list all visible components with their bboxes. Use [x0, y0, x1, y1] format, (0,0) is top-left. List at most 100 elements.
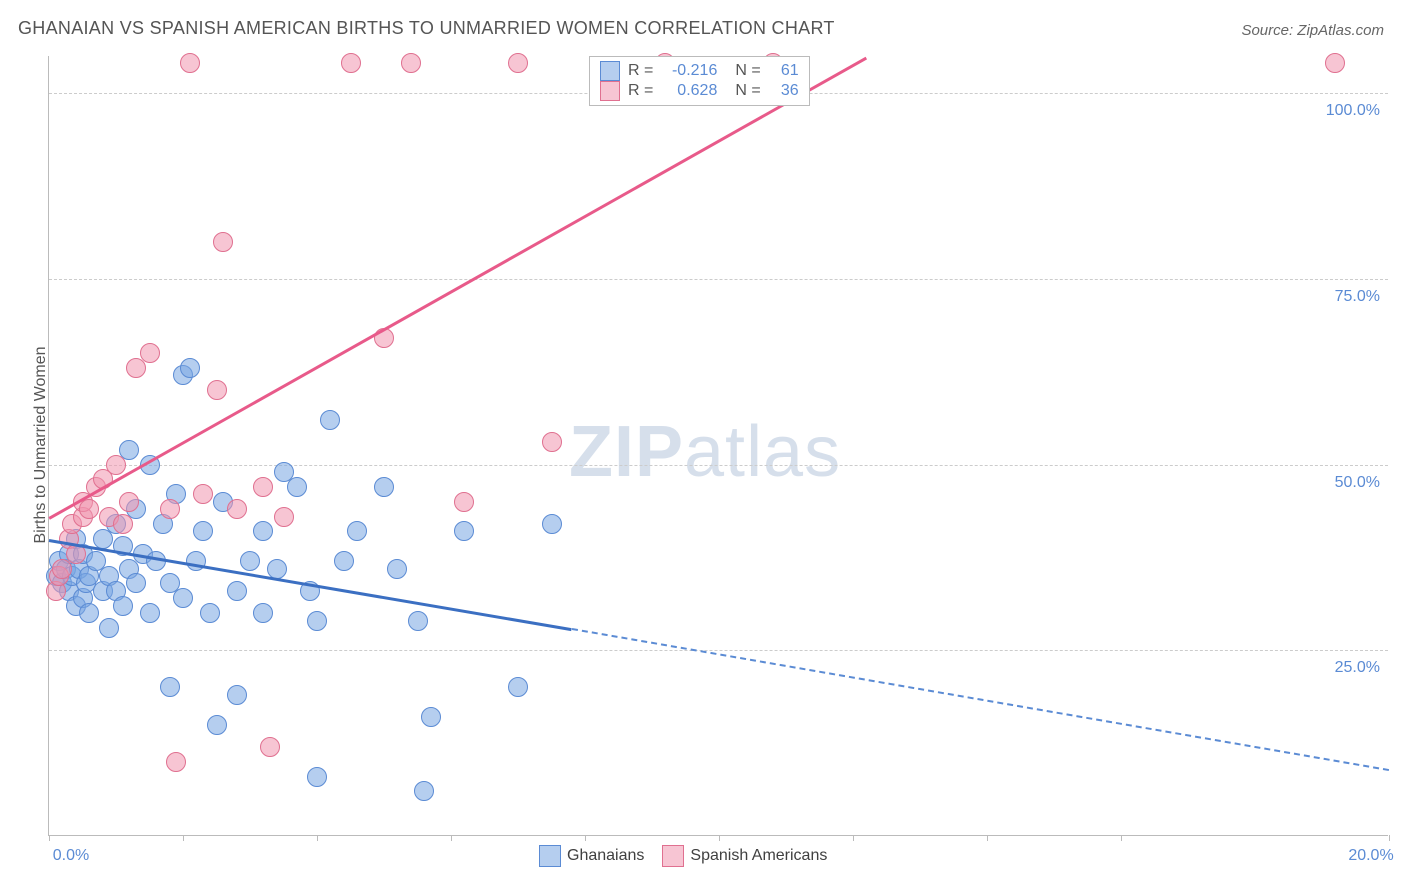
scatter-point: [287, 477, 307, 497]
legend-label: Ghanaians: [567, 847, 644, 864]
scatter-point: [253, 477, 273, 497]
legend-swatch: [600, 61, 620, 81]
scatter-point: [307, 767, 327, 787]
scatter-point: [454, 492, 474, 512]
scatter-point: [140, 343, 160, 363]
scatter-point: [207, 380, 227, 400]
legend-n-value: 61: [769, 62, 799, 80]
scatter-point: [414, 781, 434, 801]
scatter-point: [113, 596, 133, 616]
scatter-point: [213, 232, 233, 252]
y-tick-label: 50.0%: [1335, 474, 1380, 492]
chart-container: GHANAIAN VS SPANISH AMERICAN BIRTHS TO U…: [0, 0, 1406, 892]
scatter-point: [227, 685, 247, 705]
scatter-point: [113, 514, 133, 534]
scatter-point: [79, 603, 99, 623]
legend-item: Ghanaians: [539, 845, 644, 867]
scatter-point: [408, 611, 428, 631]
scatter-point: [193, 521, 213, 541]
legend-r-value: -0.216: [661, 62, 717, 80]
y-tick-label: 75.0%: [1335, 288, 1380, 306]
x-tick: [1389, 835, 1390, 841]
scatter-point: [260, 737, 280, 757]
scatter-point: [508, 677, 528, 697]
scatter-point: [421, 707, 441, 727]
scatter-point: [186, 551, 206, 571]
legend-swatch: [539, 845, 561, 867]
scatter-point: [193, 484, 213, 504]
scatter-point: [347, 521, 367, 541]
scatter-point: [240, 551, 260, 571]
scatter-point: [140, 603, 160, 623]
scatter-point: [119, 492, 139, 512]
scatter-point: [160, 677, 180, 697]
scatter-point: [341, 53, 361, 73]
scatter-point: [253, 521, 273, 541]
legend-r-label: R =: [628, 62, 653, 80]
scatter-point: [508, 53, 528, 73]
legend-series: Ghanaians Spanish Americans: [539, 845, 827, 867]
x-tick: [451, 835, 452, 841]
scatter-point: [274, 507, 294, 527]
scatter-point: [542, 514, 562, 534]
scatter-point: [166, 752, 186, 772]
legend-swatch: [600, 81, 620, 101]
gridline: [49, 465, 1388, 466]
legend-item: Spanish Americans: [662, 845, 827, 867]
scatter-point: [387, 559, 407, 579]
scatter-point: [180, 358, 200, 378]
y-tick-label: 100.0%: [1326, 102, 1380, 120]
y-tick-label: 25.0%: [1335, 659, 1380, 677]
x-tick: [585, 835, 586, 841]
x-tick: [183, 835, 184, 841]
legend-correlation: R = -0.216 N = 61 R = 0.628 N = 36: [589, 56, 810, 106]
scatter-point: [1325, 53, 1345, 73]
scatter-point: [200, 603, 220, 623]
scatter-point: [126, 573, 146, 593]
x-tick: [317, 835, 318, 841]
scatter-point: [374, 477, 394, 497]
scatter-point: [79, 499, 99, 519]
scatter-point: [180, 53, 200, 73]
x-tick: [1121, 835, 1122, 841]
watermark-bold: ZIP: [569, 412, 684, 492]
scatter-point: [253, 603, 273, 623]
trend-line: [48, 56, 867, 519]
scatter-point: [173, 588, 193, 608]
source-label: Source: ZipAtlas.com: [1241, 22, 1384, 39]
watermark: ZIPatlas: [569, 411, 841, 493]
scatter-point: [334, 551, 354, 571]
gridline: [49, 650, 1388, 651]
watermark-light: atlas: [684, 412, 841, 492]
x-tick: [987, 835, 988, 841]
chart-title: GHANAIAN VS SPANISH AMERICAN BIRTHS TO U…: [18, 18, 835, 39]
x-tick-label: 0.0%: [53, 847, 89, 865]
x-tick: [49, 835, 50, 841]
legend-row: R = 0.628 N = 36: [600, 81, 799, 101]
scatter-point: [454, 521, 474, 541]
legend-label: Spanish Americans: [690, 847, 827, 864]
legend-r-value: 0.628: [661, 82, 717, 100]
gridline: [49, 279, 1388, 280]
scatter-point: [106, 455, 126, 475]
x-tick: [719, 835, 720, 841]
legend-n-label: N =: [735, 82, 760, 100]
legend-swatch: [662, 845, 684, 867]
scatter-point: [401, 53, 421, 73]
legend-n-label: N =: [735, 62, 760, 80]
scatter-point: [99, 618, 119, 638]
scatter-point: [267, 559, 287, 579]
plot-area: ZIPatlas 25.0%50.0%75.0%100.0%0.0%20.0%R…: [48, 56, 1388, 836]
legend-n-value: 36: [769, 82, 799, 100]
legend-row: R = -0.216 N = 61: [600, 61, 799, 81]
legend-r-label: R =: [628, 82, 653, 100]
scatter-point: [207, 715, 227, 735]
scatter-point: [307, 611, 327, 631]
scatter-point: [320, 410, 340, 430]
x-tick: [853, 835, 854, 841]
scatter-point: [227, 499, 247, 519]
x-tick-label: 20.0%: [1348, 847, 1393, 865]
scatter-point: [160, 499, 180, 519]
scatter-point: [542, 432, 562, 452]
scatter-point: [227, 581, 247, 601]
